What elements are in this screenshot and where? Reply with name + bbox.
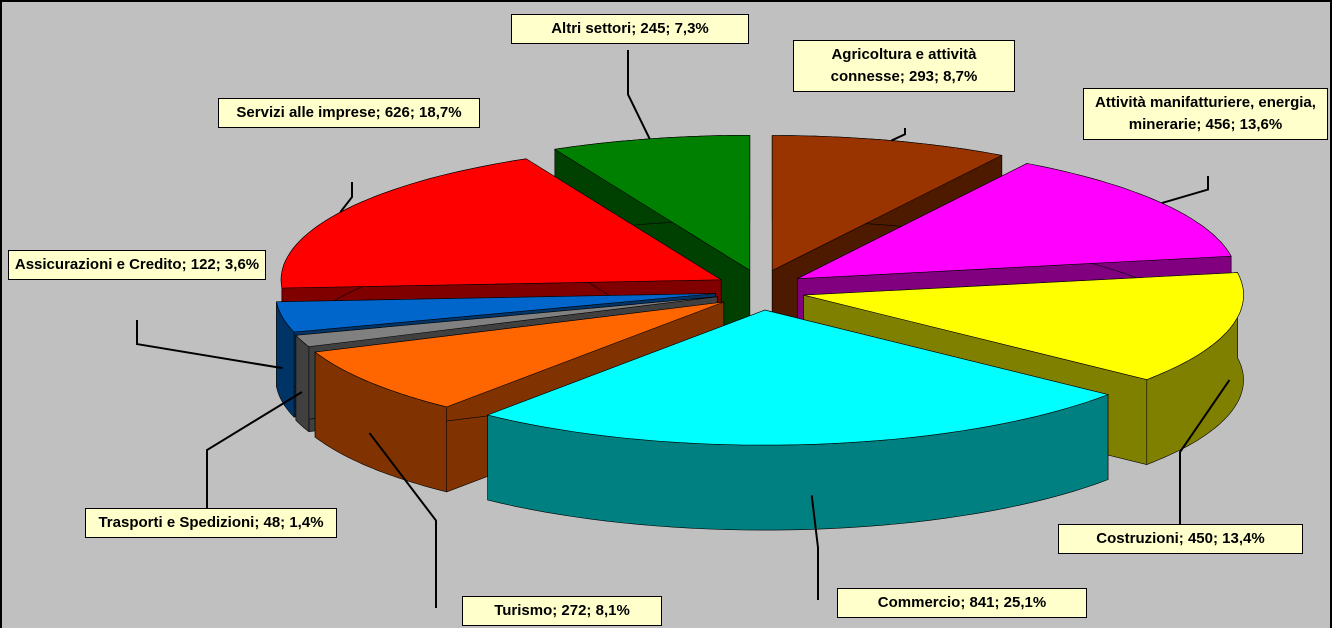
- leader-line: [1161, 176, 1209, 205]
- slice: [314, 301, 724, 408]
- leader-line: [339, 182, 353, 213]
- leader-line: [136, 320, 283, 370]
- data-label: Assicurazioni e Credito; 122; 3,6%: [8, 250, 266, 280]
- slice: [486, 309, 1110, 446]
- slice: [276, 293, 716, 333]
- leader-line: [627, 50, 651, 140]
- leader-line: [1179, 379, 1231, 524]
- data-label: Trasporti e Spedizioni; 48; 1,4%: [85, 508, 337, 538]
- data-label: Turismo; 272; 8,1%: [462, 596, 662, 626]
- data-label: Commercio; 841; 25,1%: [837, 588, 1087, 618]
- slice: [803, 272, 1244, 380]
- leader-line: [891, 128, 906, 142]
- leader-line: [368, 432, 437, 608]
- data-label: Costruzioni; 450; 13,4%: [1058, 524, 1303, 554]
- slice: [280, 158, 723, 289]
- data-label: Attività manifatturiere, energia, minera…: [1083, 88, 1328, 140]
- slice: [295, 296, 718, 348]
- data-label: Altri settori; 245; 7,3%: [511, 14, 749, 44]
- data-label: Agricoltura e attività connesse; 293; 8,…: [793, 40, 1015, 92]
- leader-line: [810, 495, 819, 600]
- data-label: Servizi alle imprese; 626; 18,7%: [218, 98, 480, 128]
- slice-side: [295, 334, 310, 433]
- leader-line: [206, 391, 303, 508]
